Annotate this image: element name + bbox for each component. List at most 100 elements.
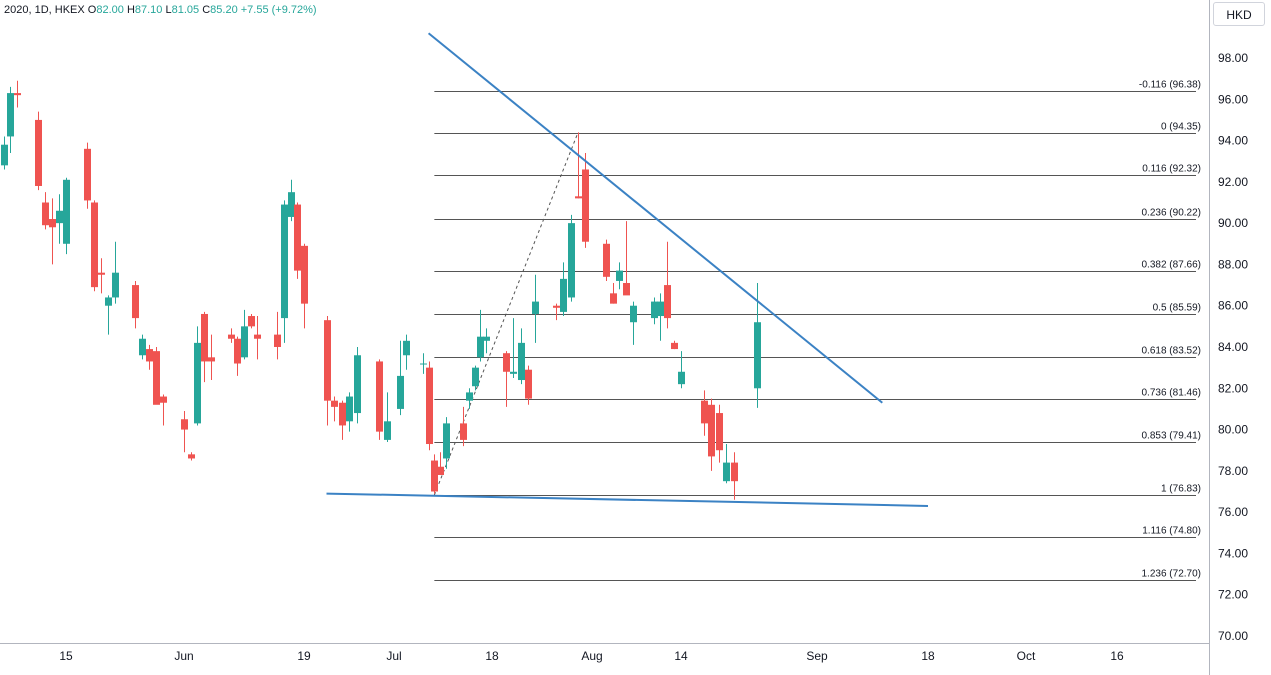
candle-body xyxy=(431,460,438,492)
candle-body xyxy=(7,93,14,137)
x-tick-label: Jun xyxy=(174,649,193,663)
candle-body xyxy=(623,283,630,296)
candle-body xyxy=(301,245,308,304)
y-tick-label: 90.00 xyxy=(1218,216,1248,230)
candle-body xyxy=(160,396,167,403)
candle-body xyxy=(234,338,241,364)
y-tick-label: 74.00 xyxy=(1218,546,1248,560)
candle-body xyxy=(49,219,56,228)
candle-body xyxy=(201,313,208,362)
y-tick-label: 70.00 xyxy=(1218,629,1248,643)
candle-body xyxy=(1,144,8,166)
candle-body xyxy=(14,93,21,96)
x-tick-label: Jul xyxy=(386,649,401,663)
fib-level-label: 0.236 (90.22) xyxy=(1142,208,1202,219)
candle-body xyxy=(294,204,301,271)
y-tick-label: 96.00 xyxy=(1218,92,1248,106)
y-tick-label: 80.00 xyxy=(1218,423,1248,437)
candle-body xyxy=(98,272,105,275)
candle-body xyxy=(241,326,248,358)
candle-body xyxy=(437,466,444,475)
candle-body xyxy=(575,196,582,199)
x-tick-label: 14 xyxy=(674,649,688,663)
candle-body xyxy=(188,454,195,459)
candle-body xyxy=(616,270,623,281)
symbol-header: 2020, 1D, HKEX O82.00 H87.10 L81.05 C85.… xyxy=(4,4,317,16)
candle-body xyxy=(708,404,715,457)
currency-button[interactable]: HKD xyxy=(1213,2,1265,26)
candle-body xyxy=(35,119,42,186)
candle-body xyxy=(657,301,664,317)
candle-body xyxy=(553,305,560,308)
x-tick-label: Oct xyxy=(1017,649,1036,663)
x-tick-label: Sep xyxy=(806,649,828,663)
candle-body xyxy=(153,351,160,405)
candle-body xyxy=(483,336,490,341)
candle-body xyxy=(194,342,201,424)
candle-body xyxy=(651,301,658,319)
candle-body xyxy=(723,462,730,482)
fib-trend-line xyxy=(433,133,579,496)
candle-body xyxy=(248,316,255,327)
fib-level-label: 1 (76.83) xyxy=(1161,484,1201,495)
y-tick-label: 94.00 xyxy=(1218,134,1248,148)
symbol-info: 2020, 1D, HKEX xyxy=(4,4,85,16)
fib-level-label: 1.116 (74.80) xyxy=(1142,526,1201,537)
high-value: 87.10 xyxy=(134,4,163,16)
candle-body xyxy=(91,202,98,288)
close-label: C xyxy=(202,4,211,16)
candle-body xyxy=(132,285,139,319)
fib-level-label: 1.236 (72.70) xyxy=(1142,569,1202,580)
candle-body xyxy=(568,223,575,298)
open-label: O xyxy=(87,4,97,16)
y-tick-label: 76.00 xyxy=(1218,505,1248,519)
candle-body xyxy=(384,421,391,440)
fib-level-label: 0.116 (92.32) xyxy=(1142,164,1201,175)
candle-body xyxy=(324,320,331,401)
y-tick-label: 82.00 xyxy=(1218,381,1248,395)
candle-body xyxy=(664,285,671,319)
candle-body xyxy=(208,357,215,362)
candle-body xyxy=(346,396,353,422)
candle-body xyxy=(582,169,589,242)
candle-body xyxy=(532,301,539,314)
candle-body xyxy=(281,204,288,319)
resistance-trendline xyxy=(427,32,883,404)
candle-body xyxy=(525,369,532,399)
candle-body xyxy=(105,297,112,306)
candle-body xyxy=(630,305,637,323)
candle-body xyxy=(701,400,708,424)
candle-body xyxy=(274,334,281,347)
fib-level-label: 0.618 (83.52) xyxy=(1142,346,1202,357)
candle-body xyxy=(466,392,473,401)
candle-body xyxy=(716,413,723,451)
candle-body xyxy=(63,179,70,244)
candle-body xyxy=(331,400,338,407)
candle-body xyxy=(460,423,467,440)
candle-body xyxy=(518,342,525,381)
candle-body xyxy=(397,375,404,409)
x-tick-label: 18 xyxy=(921,649,935,663)
low-label: L xyxy=(165,4,172,16)
candle-body xyxy=(671,342,678,350)
candle-body xyxy=(112,272,119,298)
candle-body xyxy=(731,462,738,482)
x-tick-label: 16 xyxy=(1110,649,1124,663)
candle-body xyxy=(754,322,761,389)
fib-level-label: 0.736 (81.46) xyxy=(1142,388,1202,399)
low-value: 81.05 xyxy=(171,4,200,16)
y-tick-label: 92.00 xyxy=(1218,175,1248,189)
x-tick-label: 18 xyxy=(485,649,499,663)
y-tick-label: 72.00 xyxy=(1218,588,1248,602)
open-value: 82.00 xyxy=(96,4,124,16)
fib-level-label: 0.382 (87.66) xyxy=(1142,260,1202,271)
x-tick-label: Aug xyxy=(581,649,602,663)
support-trendline xyxy=(326,492,929,507)
fib-level-label: 0.853 (79.41) xyxy=(1142,431,1202,442)
y-tick-label: 78.00 xyxy=(1218,464,1248,478)
candle-body xyxy=(288,192,295,217)
candle-body xyxy=(42,202,49,226)
candle-body xyxy=(472,367,479,387)
